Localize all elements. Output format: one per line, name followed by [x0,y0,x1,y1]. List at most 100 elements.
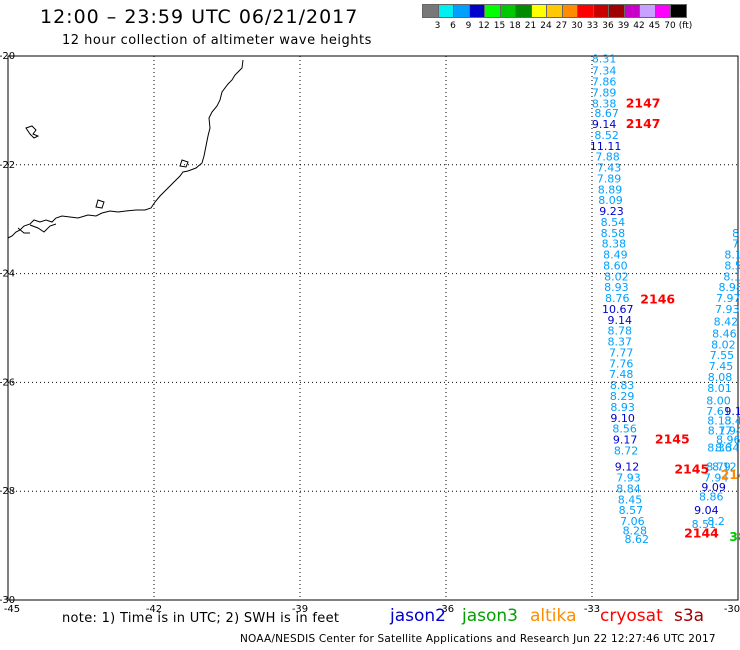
swh-value: 8.78 [607,325,632,338]
swh-value: 8.83 [610,379,635,392]
swh-value: 7.88 [595,151,620,164]
longitude-label: -42 [146,604,162,615]
swh-value: 7.34 [592,65,617,78]
cyclone-label: 2146 [640,292,675,307]
swh-value: 8.72 [614,444,639,457]
swh-value: 8.58 [601,227,626,240]
swh-value: 8.01 [707,382,732,395]
swh-value: 9.23 [599,205,624,218]
swh-value: 8.17 [708,424,733,437]
swh-value: 8.31 [592,53,617,66]
legend-label: 42 [633,21,645,31]
swh-value: 8.89 [598,183,623,196]
swh-value: 7 [732,238,739,251]
swh-value: 8.02 [604,270,629,283]
legend-label: 36 [602,21,614,31]
satellite-legend-s3a: s3a [674,606,705,626]
legend-labels: 3 6 9 12 15 18 21 24 27 30 33 36 39 42 45 70 (ft) [422,21,740,33]
swh-value: 8.52 [594,129,619,142]
swh-value: 9.14 [607,314,632,327]
swh-value: 7.93 [715,303,740,316]
swh-value: 8.09 [598,194,623,207]
swh-value: 8.86 [699,491,724,504]
swh-value: 9.17 [613,434,638,447]
swh-value: 7.94 [704,472,729,485]
cyclone-label: 2147 [626,116,661,131]
swh-value: 11.11 [590,140,622,153]
swh-value: 8.54 [601,216,626,229]
swh-value: 8.93 [604,281,629,294]
swh-value: 8.37 [607,336,632,349]
swh-value: 9.12 [615,461,640,474]
swh-value: 8 [732,227,739,240]
coastline-bay [17,199,105,234]
cyclone-label: 2145 [655,432,690,447]
cyclone-label: 2147 [721,467,740,482]
swh-value: 8.62 [625,533,650,546]
footnote: note: 1) Time is in UTC; 2) SWH is in fe… [62,611,340,626]
swh-value: 8.1 [724,249,740,262]
longitude-label: -33 [584,604,600,615]
swh-value: 8.84 [616,482,641,495]
swh-value: 9.09 [701,481,726,494]
map-frame [7,55,739,601]
altimeter-tracks: 8.317.347.867.898.388.679.148.5211.117.8… [590,53,740,546]
wave-height-color-legend: 3 6 9 12 15 18 21 24 27 30 33 36 39 42 45 70 (ft) [422,4,692,31]
swh-value: 8.42 [714,315,739,328]
longitude-label: -45 [4,604,20,615]
map-grid [7,55,739,601]
swh-value: 7.61 [706,405,731,418]
legend-label: 33 [586,21,599,31]
swh-value: 7.06 [620,515,645,528]
swh-value: 8.56 [612,423,637,436]
latitude-label: -20 [0,51,15,62]
latitude-label: -30 [0,595,15,606]
swh-value: 8.93 [610,401,635,414]
swh-value: 8.12 [712,461,737,474]
island [25,125,40,139]
legend-label: 21 [524,21,537,31]
legend-label: 9 [465,21,472,31]
legend-label: (ft) [678,21,693,31]
legend-label: 39 [617,21,630,31]
swh-value: 7.86 [592,76,617,89]
legend-swatch [670,4,687,18]
longitude-label: -36 [438,604,454,615]
swh-value: 9.04 [694,504,719,517]
swh-value: 8.02 [711,338,736,351]
credit-line: NOAA/NESDIS Center for Satellite Applica… [240,633,716,645]
map-subtitle: 12 hour collection of altimeter wave hei… [62,33,372,48]
legend-label: 12 [478,21,490,31]
map-title: 12:00 – 23:59 UTC 06/21/2017 [40,6,359,28]
satellite-legend-jason3: jason3 [462,606,518,626]
legend-label: 15 [493,21,506,31]
satellite-legend-jason2: jason2 [390,606,446,626]
swh-value: 9.1 [724,405,740,418]
swh-value: 8.29 [610,390,635,403]
swh-value: 8.00 [706,394,731,407]
swh-value: 8.36 [707,442,732,455]
swh-value: 7.89 [592,86,617,99]
coastline [7,59,244,239]
swh-value: 9.14 [592,118,617,131]
latitude-label: -22 [0,160,15,171]
swh-value: 8.38 [602,238,627,251]
swh-value: 8.4 [724,414,740,427]
swh-value: 8.96 [716,434,740,447]
island-small [179,159,189,168]
swh-value: 8.5 [724,259,740,272]
cyclone-label: 2145 [674,461,709,476]
swh-value: 8.76 [605,292,630,305]
swh-value: 8.28 [623,524,648,537]
swh-value: 8.51 [692,518,717,531]
swh-value: 7.76 [609,357,634,370]
swh-value: 8.57 [619,504,644,517]
swh-value: 7.43 [597,162,622,175]
swh-value: 8.98 [718,281,740,294]
swh-value: 8.34 [715,442,740,455]
swh-value: 7.48 [609,368,634,381]
longitude-label: -30 [724,604,740,615]
swh-value: 10.67 [602,303,634,316]
swh-value: 7.94 [718,424,740,437]
